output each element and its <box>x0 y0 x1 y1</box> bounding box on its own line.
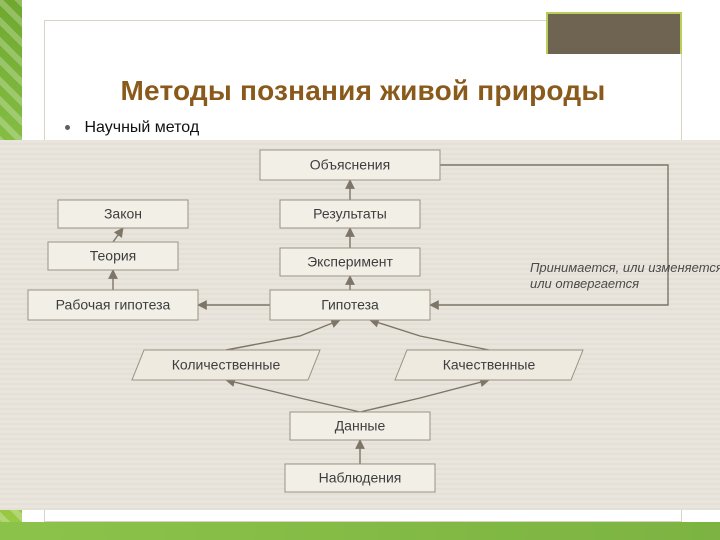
node-label-teoriya: Теория <box>90 248 137 264</box>
side-note-line-1: или отвергается <box>530 276 639 291</box>
node-label-dannye: Данные <box>335 418 386 434</box>
node-label-obyasn: Объяснения <box>310 157 390 173</box>
node-label-kach: Качественные <box>443 357 536 373</box>
flowchart-svg: Объяснения Результаты Закон Теория Экспериме… <box>0 140 720 510</box>
slide-title: Методы познания живой природы <box>45 75 681 107</box>
node-label-gipot: Гипотеза <box>321 297 379 313</box>
node-label-rab_gip: Рабочая гипотеза <box>56 297 171 313</box>
edge-dannye-kolich <box>226 380 360 412</box>
node-label-rezult: Результаты <box>313 206 387 222</box>
node-label-eksper: Эксперимент <box>307 254 393 270</box>
slide-page: Методы познания живой природы Научный ме… <box>0 0 720 540</box>
side-note-line-0: Принимается, или изменяется, <box>530 260 720 275</box>
edge-teoriya-zakon <box>113 228 123 242</box>
node-label-zakon: Закон <box>104 206 142 222</box>
bullet-text: Научный метод <box>84 119 199 136</box>
corner-tab <box>546 12 682 54</box>
bullet-list: Научный метод <box>79 119 199 137</box>
edge-kolich-gipot <box>226 320 340 350</box>
bottom-green-bar <box>0 522 720 540</box>
bullet-dot-icon <box>65 125 70 130</box>
edge-kach-gipot <box>370 320 489 350</box>
flowchart-area: Объяснения Результаты Закон Теория Экспериме… <box>0 140 720 510</box>
node-label-nablyud: Наблюдения <box>319 470 402 486</box>
edge-dannye-kach <box>360 380 489 412</box>
node-label-kolich: Количественные <box>172 357 281 373</box>
